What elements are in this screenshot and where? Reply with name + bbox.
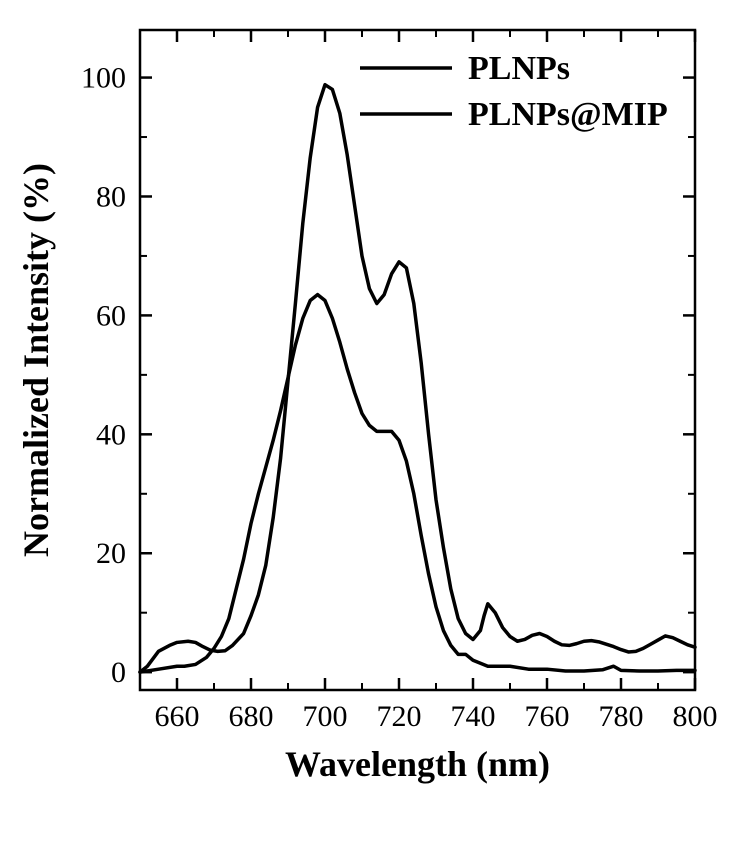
series-1 <box>140 295 695 673</box>
x-tick-label: 660 <box>155 700 200 733</box>
y-axis-title: Normalized Intensity (%) <box>16 163 56 557</box>
x-tick-label: 800 <box>673 700 718 733</box>
x-tick-label: 700 <box>303 700 348 733</box>
chart-svg: 660 680 700 720 740 760 780 800 0 20 40 60 80 100 Wave… <box>0 0 744 849</box>
y-tick-label: 20 <box>96 537 126 570</box>
x-tick-label: 720 <box>377 700 422 733</box>
y-tick-label: 60 <box>96 299 126 332</box>
legend-label: PLNPs@MIP <box>468 96 668 133</box>
y-tick-label: 80 <box>96 180 126 213</box>
x-tick-label: 760 <box>525 700 570 733</box>
series-0 <box>140 85 695 672</box>
x-axis-title: Wavelength (nm) <box>285 744 550 784</box>
legend-label: PLNPs <box>468 50 570 87</box>
y-tick-label: 0 <box>111 656 126 689</box>
x-tick-label: 740 <box>451 700 496 733</box>
spectrum-chart: 660 680 700 720 740 760 780 800 0 20 40 60 80 100 Wave… <box>0 0 744 849</box>
x-tick-label: 680 <box>229 700 274 733</box>
y-tick-label: 100 <box>81 62 126 95</box>
x-tick-label: 780 <box>599 700 644 733</box>
y-tick-label: 40 <box>96 418 126 451</box>
